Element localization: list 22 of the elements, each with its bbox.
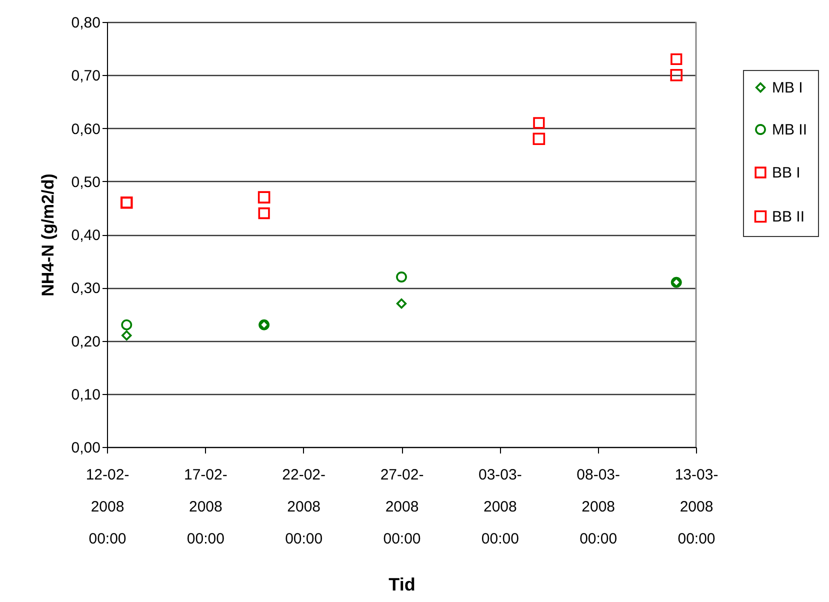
y-tick-label: 0,70 bbox=[71, 68, 100, 85]
x-tick-label: 17-02-2008 00:00 bbox=[184, 466, 228, 548]
y-tick-label: 0,40 bbox=[71, 227, 100, 244]
legend-label: BB II bbox=[772, 208, 805, 226]
y-tick-label: 0,00 bbox=[71, 440, 100, 456]
legend-label: BB I bbox=[772, 164, 800, 182]
y-tick-label: 0,30 bbox=[71, 280, 100, 298]
x-tick-label: 13-03-2008 00:00 bbox=[674, 466, 718, 548]
y-axis-title: NH4-N (g/m2/d) bbox=[38, 174, 58, 296]
y-tick-label: 0,80 bbox=[71, 14, 100, 32]
y-tick-label: 0,10 bbox=[71, 386, 100, 404]
x-tick-label: 03-03-2008 00:00 bbox=[478, 466, 522, 548]
legend-label: MB II bbox=[772, 122, 808, 138]
x-axis-title: Tid bbox=[388, 574, 416, 594]
y-tick-label: 0,60 bbox=[71, 120, 100, 138]
y-tick-label: 0,50 bbox=[71, 174, 100, 191]
x-tick-label: 22-02-2008 00:00 bbox=[282, 466, 326, 548]
x-tick-label: 12-02-2008 00:00 bbox=[86, 466, 130, 548]
x-tick-label: 08-03-2008 00:00 bbox=[576, 466, 620, 548]
x-tick-label: 27-02-2008 00:00 bbox=[380, 466, 424, 548]
legend-label: MB I bbox=[772, 80, 803, 96]
y-tick-label: 0,20 bbox=[71, 333, 100, 350]
